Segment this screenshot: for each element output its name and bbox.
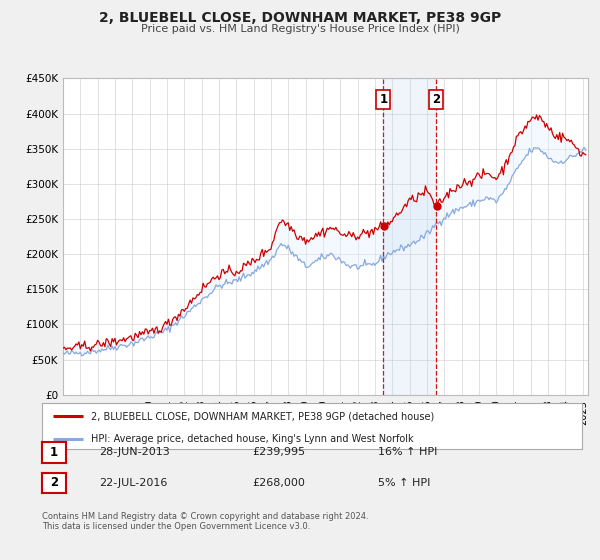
Bar <box>383 78 436 395</box>
Text: 1: 1 <box>50 446 58 459</box>
Text: £268,000: £268,000 <box>252 478 305 488</box>
Text: Contains HM Land Registry data © Crown copyright and database right 2024.: Contains HM Land Registry data © Crown c… <box>42 512 368 521</box>
Text: 2, BLUEBELL CLOSE, DOWNHAM MARKET, PE38 9GP (detached house): 2, BLUEBELL CLOSE, DOWNHAM MARKET, PE38 … <box>91 411 434 421</box>
Text: Price paid vs. HM Land Registry's House Price Index (HPI): Price paid vs. HM Land Registry's House … <box>140 24 460 34</box>
Text: This data is licensed under the Open Government Licence v3.0.: This data is licensed under the Open Gov… <box>42 522 310 531</box>
Text: 28-JUN-2013: 28-JUN-2013 <box>99 447 170 458</box>
Text: 1: 1 <box>379 93 388 106</box>
Text: £239,995: £239,995 <box>252 447 305 458</box>
Text: 16% ↑ HPI: 16% ↑ HPI <box>378 447 437 458</box>
Text: 2: 2 <box>433 93 440 106</box>
Text: 5% ↑ HPI: 5% ↑ HPI <box>378 478 430 488</box>
Text: 22-JUL-2016: 22-JUL-2016 <box>99 478 167 488</box>
Text: 2, BLUEBELL CLOSE, DOWNHAM MARKET, PE38 9GP: 2, BLUEBELL CLOSE, DOWNHAM MARKET, PE38 … <box>99 11 501 25</box>
Text: 2: 2 <box>50 476 58 489</box>
Text: HPI: Average price, detached house, King's Lynn and West Norfolk: HPI: Average price, detached house, King… <box>91 434 413 444</box>
